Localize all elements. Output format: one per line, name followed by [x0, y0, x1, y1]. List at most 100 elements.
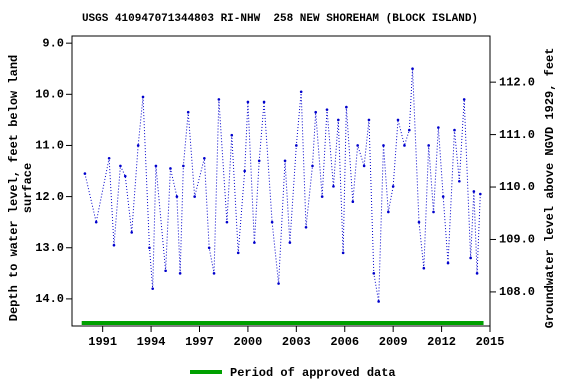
data-point — [207, 246, 211, 250]
data-point — [475, 272, 479, 275]
y-tick-label: 9.0 — [42, 36, 64, 50]
y-axis-label: surface — [21, 163, 35, 213]
data-point — [314, 110, 317, 114]
data-point — [336, 118, 340, 122]
data-line — [84, 68, 481, 302]
data-point — [469, 256, 472, 260]
data-point — [236, 251, 240, 255]
data-point — [446, 261, 450, 265]
y-tick-label: 10.0 — [35, 87, 64, 101]
y-tick-label: 12.0 — [35, 190, 64, 204]
y2-tick-label: 110.0 — [499, 180, 535, 194]
y-axis-label: Depth to water level, feet below land — [7, 55, 21, 321]
data-point — [225, 220, 229, 224]
data-point — [458, 179, 461, 183]
y-tick-label: 14.0 — [35, 292, 64, 306]
data-point — [253, 241, 256, 244]
data-point — [243, 169, 246, 173]
x-tick-label: 2000 — [234, 335, 263, 349]
data-point — [123, 174, 127, 178]
data-point — [432, 210, 435, 214]
data-point — [130, 231, 134, 234]
data-point — [403, 144, 406, 147]
data-point — [304, 225, 308, 229]
data-point — [107, 156, 111, 160]
data-point — [178, 272, 182, 275]
data-point — [427, 144, 430, 147]
data-point — [311, 164, 314, 168]
data-point — [377, 300, 380, 303]
data-point — [148, 246, 151, 250]
data-point — [182, 164, 185, 168]
data-point — [175, 195, 179, 198]
data-point — [387, 210, 390, 214]
data-point — [408, 128, 411, 132]
data-point — [169, 167, 172, 170]
data-point — [230, 133, 234, 137]
y-tick-label: 13.0 — [35, 241, 64, 255]
data-point — [257, 159, 261, 163]
data-point — [372, 272, 376, 275]
data-point — [479, 192, 482, 196]
data-point — [217, 98, 221, 101]
data-point — [341, 251, 345, 255]
x-tick-label: 1994 — [137, 335, 166, 349]
data-point — [345, 105, 348, 109]
y2-tick-label: 108.0 — [499, 285, 535, 299]
y-tick-label: 11.0 — [35, 139, 64, 153]
data-point — [154, 164, 158, 168]
data-point — [295, 144, 298, 147]
x-tick-label: 2009 — [379, 335, 408, 349]
data-point — [356, 144, 359, 147]
data-point — [332, 185, 335, 188]
y2-tick-label: 112.0 — [499, 75, 535, 89]
x-tick-label: 2015 — [476, 335, 505, 349]
x-tick-label: 2012 — [427, 335, 456, 349]
data-point — [299, 90, 303, 94]
plot-frame — [71, 35, 491, 327]
data-point — [441, 195, 445, 198]
data-point — [151, 287, 154, 290]
data-point — [411, 67, 414, 71]
data-point — [193, 195, 196, 198]
y2-tick-label: 111.0 — [499, 128, 535, 142]
x-tick-label: 2006 — [330, 335, 359, 349]
y2-axis-label: Groundwater level above NGVD 1929, feet — [543, 48, 557, 329]
data-point — [246, 100, 250, 104]
data-point — [262, 100, 266, 104]
data-point — [325, 108, 329, 111]
data-point — [141, 95, 145, 99]
data-point — [270, 220, 274, 224]
data-point — [283, 159, 287, 163]
data-point — [367, 118, 371, 122]
data-point — [453, 128, 456, 132]
legend-label: Period of approved data — [230, 366, 396, 380]
data-point — [203, 156, 206, 160]
data-point — [94, 220, 98, 224]
chart-title: USGS 410947071344803 RI-NHW 258 NEW SHOR… — [82, 13, 478, 25]
data-point — [83, 172, 87, 175]
data-point — [362, 164, 366, 168]
x-tick-label: 1991 — [88, 335, 117, 349]
data-point — [288, 241, 292, 244]
data-point — [164, 269, 167, 273]
data-point — [382, 144, 385, 147]
data-point — [136, 144, 140, 147]
data-point — [119, 164, 122, 168]
data-point — [417, 220, 421, 224]
y2-tick-label: 109.0 — [499, 233, 535, 247]
data-point — [472, 190, 476, 193]
data-point — [186, 110, 190, 114]
data-point — [212, 272, 216, 275]
data-point — [396, 118, 400, 122]
data-point — [437, 126, 440, 129]
data-point — [112, 243, 116, 247]
data-point — [422, 266, 426, 270]
data-point — [462, 98, 466, 101]
x-tick-label: 2003 — [282, 335, 311, 349]
data-point — [320, 195, 324, 198]
data-point — [391, 185, 395, 188]
data-point — [277, 282, 280, 285]
x-tick-label: 1997 — [185, 335, 214, 349]
